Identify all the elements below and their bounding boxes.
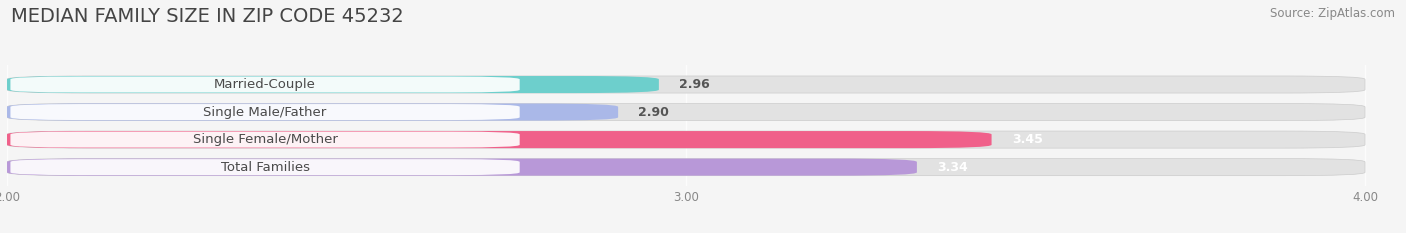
FancyBboxPatch shape	[10, 159, 520, 175]
FancyBboxPatch shape	[7, 131, 991, 148]
FancyBboxPatch shape	[7, 159, 1365, 176]
FancyBboxPatch shape	[7, 103, 1365, 121]
Text: Married-Couple: Married-Couple	[214, 78, 316, 91]
Text: 2.96: 2.96	[679, 78, 710, 91]
Text: MEDIAN FAMILY SIZE IN ZIP CODE 45232: MEDIAN FAMILY SIZE IN ZIP CODE 45232	[11, 7, 404, 26]
Text: Source: ZipAtlas.com: Source: ZipAtlas.com	[1270, 7, 1395, 20]
FancyBboxPatch shape	[7, 76, 659, 93]
FancyBboxPatch shape	[7, 76, 1365, 93]
Text: Single Female/Mother: Single Female/Mother	[193, 133, 337, 146]
Text: Single Male/Father: Single Male/Father	[204, 106, 326, 119]
FancyBboxPatch shape	[10, 104, 520, 120]
Text: 3.34: 3.34	[938, 161, 967, 174]
FancyBboxPatch shape	[7, 103, 619, 121]
FancyBboxPatch shape	[7, 159, 917, 176]
Text: 2.90: 2.90	[638, 106, 669, 119]
Text: Total Families: Total Families	[221, 161, 309, 174]
Text: 3.45: 3.45	[1012, 133, 1043, 146]
FancyBboxPatch shape	[10, 76, 520, 93]
FancyBboxPatch shape	[10, 132, 520, 147]
FancyBboxPatch shape	[7, 131, 1365, 148]
